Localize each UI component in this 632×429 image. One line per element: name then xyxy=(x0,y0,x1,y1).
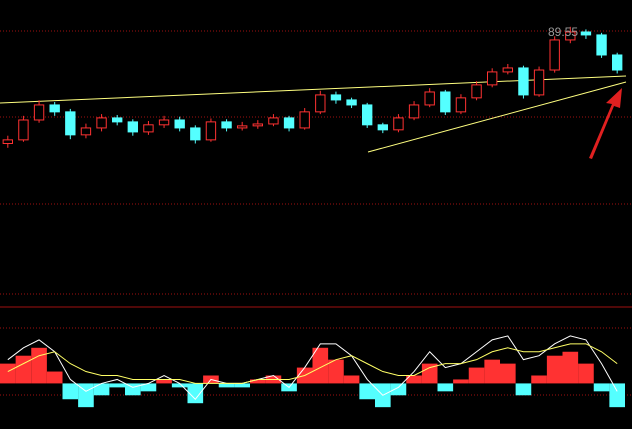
candle-body xyxy=(612,54,623,71)
candle-body xyxy=(158,119,170,126)
macd-bar xyxy=(93,383,110,396)
macd-bar xyxy=(421,363,438,384)
candle-body xyxy=(174,119,185,129)
macd-bar xyxy=(0,363,16,384)
macd-bar xyxy=(500,363,516,384)
candle-body xyxy=(393,117,404,131)
macd-bar xyxy=(250,379,266,384)
candle-body xyxy=(49,104,60,113)
candle-body xyxy=(18,119,29,141)
candle-body xyxy=(315,94,326,113)
macd-bar xyxy=(343,375,360,384)
macd-bar xyxy=(453,379,469,384)
candle-body xyxy=(96,117,107,129)
macd-bar xyxy=(328,359,344,384)
candle-body xyxy=(440,91,451,113)
macd-bar xyxy=(15,355,32,384)
macd-bar xyxy=(562,351,579,384)
candle-body xyxy=(502,67,513,73)
macd-bar xyxy=(234,383,250,388)
candle-body xyxy=(268,117,279,125)
candle-body xyxy=(237,125,248,129)
candle-body xyxy=(471,84,482,99)
candle-body xyxy=(377,124,388,131)
candle-body xyxy=(127,121,138,133)
dif-line xyxy=(7,335,618,401)
candle-body xyxy=(424,91,435,106)
candle-body xyxy=(487,71,498,86)
candle-body xyxy=(596,34,607,56)
dea-line xyxy=(7,343,618,384)
candle-body xyxy=(190,127,201,141)
macd-bar xyxy=(406,375,422,384)
candle-body xyxy=(221,121,232,129)
candle-body xyxy=(362,104,373,126)
candle-body xyxy=(346,99,357,106)
macd-bar xyxy=(484,359,500,384)
macd-bar xyxy=(578,363,594,384)
macd-bar xyxy=(359,383,375,400)
macd-bar xyxy=(140,383,157,392)
candle-body xyxy=(80,127,92,136)
candle-body xyxy=(33,104,45,121)
macd-bar xyxy=(218,383,235,388)
candle-body xyxy=(2,139,13,144)
macd-bar xyxy=(109,383,125,388)
macd-bar xyxy=(437,383,454,392)
candle-body xyxy=(283,117,295,129)
candle-body xyxy=(580,31,592,36)
macd-bar xyxy=(187,383,204,404)
macd-bar xyxy=(531,375,547,384)
candle-body xyxy=(518,67,529,96)
trendline xyxy=(0,75,627,104)
macd-bar xyxy=(171,383,188,388)
macd-bar xyxy=(312,347,329,384)
candle-body xyxy=(455,97,467,113)
candle-body xyxy=(299,111,310,129)
candle-body xyxy=(252,123,263,127)
candle-body xyxy=(330,94,342,101)
high-label: 89.55 xyxy=(548,25,578,39)
macd-bar xyxy=(125,383,141,396)
candle-body xyxy=(112,117,123,123)
macd-bar xyxy=(515,383,532,396)
trendline xyxy=(367,81,627,153)
macd-bar xyxy=(593,383,610,392)
macd-bar xyxy=(609,383,625,408)
candle-body xyxy=(205,121,217,141)
candle-body xyxy=(533,69,545,96)
macd-bar xyxy=(546,355,563,384)
macd-bar xyxy=(31,347,47,384)
candle-body xyxy=(565,31,576,41)
candle-body xyxy=(143,124,154,133)
macd-bar xyxy=(468,367,485,384)
macd-bar xyxy=(46,371,63,384)
arrow xyxy=(589,88,622,159)
macd-bar xyxy=(156,379,172,384)
macd-bar xyxy=(390,383,407,396)
candle-body xyxy=(65,111,76,136)
candle-body xyxy=(549,39,560,71)
candle-body xyxy=(408,104,420,119)
macd-bar xyxy=(62,383,79,400)
